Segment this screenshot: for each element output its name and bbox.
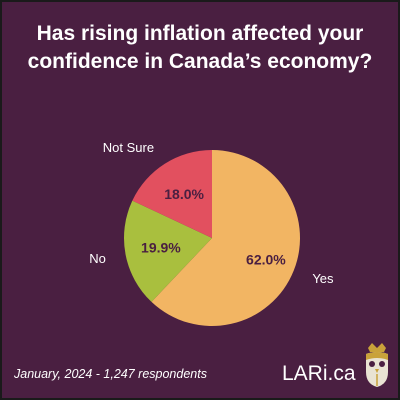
category-label-yes: Yes xyxy=(312,271,334,286)
owl-logo-icon xyxy=(366,343,388,387)
category-label-not-sure: Not Sure xyxy=(103,140,154,155)
data-label-not-sure: 18.0% xyxy=(164,186,204,202)
pie-slice-no xyxy=(124,200,212,302)
category-label-no: No xyxy=(89,251,106,266)
pie-slice-yes xyxy=(151,150,300,326)
survey-footnote: January, 2024 - 1,247 respondents xyxy=(14,367,207,381)
brand-name: LARi.ca xyxy=(282,362,356,385)
chart-title-line-2: confidence in Canada’s economy? xyxy=(27,50,373,73)
data-label-yes: 62.0% xyxy=(246,251,286,267)
data-label-no: 19.9% xyxy=(141,240,181,256)
chart-title-line-1: Has rising inflation affected your xyxy=(36,22,364,45)
pie-slice-not-sure xyxy=(132,150,212,238)
chart-title: Has rising inflation affected your confi… xyxy=(2,20,398,76)
